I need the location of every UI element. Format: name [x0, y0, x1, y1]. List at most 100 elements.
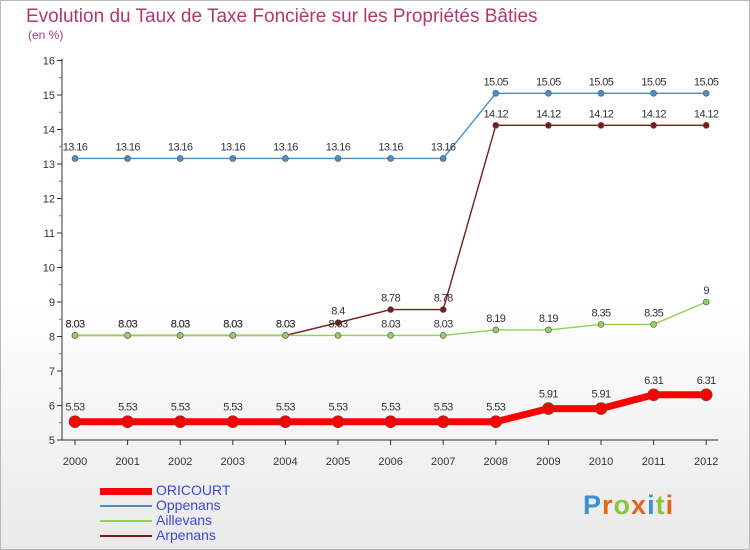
data-label: 13.16	[273, 141, 298, 153]
data-point	[702, 298, 710, 306]
data-point	[699, 388, 713, 402]
data-label: 8.03	[171, 318, 190, 330]
y-tick-label: 6	[49, 401, 55, 413]
data-point	[597, 321, 605, 328]
y-tick-label: 14	[43, 125, 55, 137]
data-label: 5.91	[539, 389, 558, 401]
data-point	[545, 122, 552, 129]
data-label: 5.53	[118, 402, 137, 414]
data-point	[650, 321, 657, 328]
data-point	[124, 155, 131, 162]
x-tick-label: 2008	[484, 456, 508, 468]
data-point	[387, 306, 394, 313]
data-label: 5.91	[591, 389, 610, 401]
data-label: 13.16	[326, 141, 351, 153]
x-tick-label: 2003	[221, 456, 245, 468]
chart-title: Evolution du Taux de Taxe Foncière sur l…	[26, 6, 538, 27]
data-point	[545, 326, 552, 334]
y-tick-label: 10	[43, 263, 55, 275]
x-tick-label: 2006	[378, 456, 402, 468]
data-point	[71, 155, 79, 162]
y-tick-label: 13	[43, 159, 55, 171]
data-label: 8.03	[118, 318, 137, 330]
data-point	[334, 155, 342, 162]
data-point	[597, 89, 605, 97]
data-label: 8.4	[331, 306, 345, 318]
x-tick-label: 2001	[115, 456, 139, 468]
y-tick-label: 5	[49, 435, 55, 447]
data-point	[387, 155, 394, 162]
legend-label: Oppenans	[156, 497, 221, 513]
legend-swatch	[100, 505, 152, 507]
legend-label: ORICOURT	[156, 482, 231, 498]
data-label: 8.03	[434, 318, 453, 330]
data-point	[439, 155, 447, 162]
data-label: 15.05	[536, 76, 561, 88]
data-label: 5.53	[276, 402, 295, 414]
data-label: 8.03	[65, 318, 84, 330]
legend-swatch	[100, 520, 152, 522]
data-point	[702, 89, 710, 97]
data-label: 5.53	[328, 402, 347, 414]
data-point	[121, 415, 134, 429]
data-label: 8.03	[118, 318, 137, 330]
data-label: 8.35	[644, 307, 663, 319]
data-label: 5.53	[381, 402, 400, 414]
legend-swatch	[100, 487, 152, 495]
data-label: 8.03	[65, 318, 84, 330]
data-point	[229, 155, 237, 162]
legend-swatch	[100, 535, 152, 537]
data-label: 5.53	[171, 402, 190, 414]
data-label: 8.78	[434, 293, 453, 305]
data-point	[173, 415, 187, 429]
x-tick-label: 2009	[536, 456, 560, 468]
logo-letter: i	[665, 490, 675, 520]
data-point	[282, 155, 289, 162]
data-label: 15.05	[484, 76, 509, 88]
data-label: 14.12	[589, 108, 614, 120]
data-label: 8.03	[381, 318, 400, 330]
data-point	[492, 326, 500, 334]
x-tick-label: 2010	[589, 456, 613, 468]
data-point	[597, 122, 605, 129]
data-label: 8.03	[328, 318, 347, 330]
x-tick-label: 2004	[273, 456, 297, 468]
y-tick-label: 12	[43, 194, 55, 206]
data-point	[68, 415, 82, 429]
data-label: 6.31	[697, 375, 716, 387]
data-point	[702, 122, 710, 129]
y-tick-label: 7	[49, 366, 55, 378]
data-label: 15.05	[641, 76, 666, 88]
data-point	[492, 122, 500, 129]
data-point	[334, 332, 342, 339]
proxiti-logo: Proxiti	[583, 490, 674, 521]
data-point	[647, 388, 660, 402]
data-point	[439, 332, 447, 339]
logo-letter: o	[613, 490, 632, 520]
data-point	[71, 332, 79, 339]
logo-letter: i	[647, 490, 656, 520]
x-tick-label: 2012	[694, 456, 718, 468]
y-tick-label: 11	[44, 228, 55, 240]
data-label: 8.35	[591, 307, 610, 319]
legend-label: Arpenans	[156, 527, 216, 543]
data-point	[229, 332, 237, 339]
data-label: 9	[703, 285, 709, 297]
data-point	[176, 332, 184, 339]
data-label: 5.53	[434, 402, 453, 414]
data-point	[439, 306, 447, 313]
data-point	[594, 402, 608, 415]
data-label: 6.31	[644, 375, 663, 387]
data-label: 13.16	[63, 141, 88, 153]
data-label: 15.05	[694, 76, 719, 88]
data-label: 8.03	[276, 318, 295, 330]
y-tick-label: 9	[49, 297, 55, 309]
data-label: 5.53	[223, 402, 242, 414]
x-tick-label: 2011	[642, 456, 666, 468]
y-tick-label: 15	[43, 90, 55, 102]
x-tick-label: 2002	[168, 456, 192, 468]
data-label: 13.16	[221, 141, 246, 153]
data-point	[226, 415, 240, 429]
